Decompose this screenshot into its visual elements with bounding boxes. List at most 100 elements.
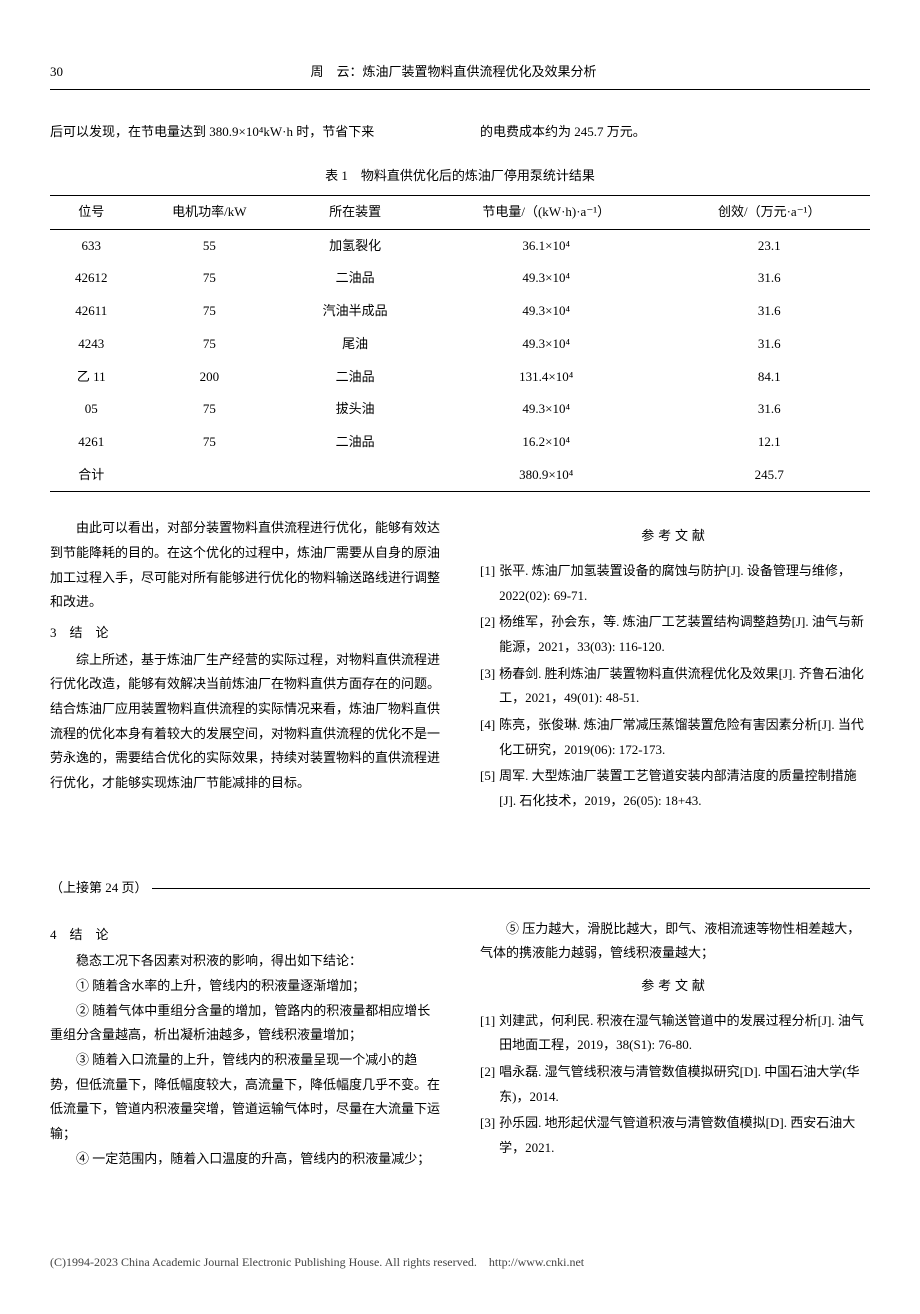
table-cell: 16.2×10⁴ (424, 426, 668, 459)
section4-num: 4 (50, 927, 57, 942)
reference-item: [2] 杨维军，孙会东，等. 炼油厂工艺装置结构调整趋势[J]. 油气与新能源，2… (480, 610, 870, 659)
reference-text: 杨春剑. 胜利炼油厂装置物料直供流程优化及效果[J]. 齐鲁石油化工，2021，… (499, 662, 870, 711)
article1-ref-title: 参考文献 (480, 524, 870, 549)
table1-caption: 表 1 物料直供优化后的炼油厂停用泵统计结果 (50, 164, 870, 189)
reference-item: [2] 唱永磊. 湿气管线积液与清管数值模拟研究[D]. 中国石油大学(华东)，2… (480, 1060, 870, 1109)
running-header: 30 周 云：炼油厂装置物料直供流程优化及效果分析 (50, 60, 870, 90)
table-cell: 42611 (50, 295, 132, 328)
intro-left: 后可以发现，在节电量达到 380.9×10⁴kW·h 时，节省下来 (50, 120, 440, 145)
table-cell: 拔头油 (286, 393, 424, 426)
table-cell: 75 (132, 393, 286, 426)
reference-item: [3]孙乐园. 地形起伏湿气管道积液与清管数值模拟[D]. 西安石油大学，202… (480, 1111, 870, 1160)
reference-num: [3] (480, 662, 495, 711)
section3-heading: 3 结 论 (50, 621, 440, 646)
reference-item: [4] 陈亮，张俊琳. 炼油厂常减压蒸馏装置危险有害因素分析[J]. 当代化工研究… (480, 713, 870, 762)
article1-left-col: 由此可以看出，对部分装置物料直供流程进行优化，能够有效达到节能降耗的目的。在这个… (50, 516, 440, 816)
article2-para-5: ④ 一定范围内，随着入口温度的升高，管线内的积液量减少； (50, 1147, 440, 1172)
table-cell: 31.6 (668, 262, 870, 295)
table-row: 乙 11200二油品131.4×10⁴84.1 (50, 361, 870, 394)
table1-col-1: 电机功率/kW (132, 196, 286, 230)
page-footer: (C)1994-2023 China Academic Journal Elec… (50, 1251, 870, 1274)
continuation-label: （上接第 24 页） (50, 876, 148, 901)
reference-num: [1] (480, 1009, 495, 1058)
table-cell: 36.1×10⁴ (424, 229, 668, 262)
reference-item: [1]张平. 炼油厂加氢装置设备的腐蚀与防护[J]. 设备管理与维修，2022(… (480, 559, 870, 608)
table-row: 63355加氢裂化36.1×10⁴23.1 (50, 229, 870, 262)
table-cell: 汽油半成品 (286, 295, 424, 328)
article1-right-col: 参考文献 [1]张平. 炼油厂加氢装置设备的腐蚀与防护[J]. 设备管理与维修，… (480, 516, 870, 816)
reference-text: 张平. 炼油厂加氢装置设备的腐蚀与防护[J]. 设备管理与维修，2022(02)… (499, 559, 870, 608)
table-cell: 49.3×10⁴ (424, 262, 668, 295)
section4-title: 结 论 (70, 927, 109, 942)
table-cell: 加氢裂化 (286, 229, 424, 262)
table1-col-2: 所在装置 (286, 196, 424, 230)
section4-heading: 4 结 论 (50, 923, 440, 948)
reference-text: 杨维军，孙会东，等. 炼油厂工艺装置结构调整趋势[J]. 油气与新能源，2021… (499, 610, 870, 659)
reference-item: [3] 杨春剑. 胜利炼油厂装置物料直供流程优化及效果[J]. 齐鲁石油化工，20… (480, 662, 870, 711)
reference-text: 刘建武，何利民. 积液在湿气输送管道中的发展过程分析[J]. 油气田地面工程，2… (499, 1009, 870, 1058)
footer-link[interactable]: http://www.cnki.net (489, 1255, 584, 1269)
table-cell: 二油品 (286, 361, 424, 394)
table-row: 424375尾油49.3×10⁴31.6 (50, 328, 870, 361)
article2-body: 4 结 论 稳态工况下各因素对积液的影响，得出如下结论： ① 随着含水率的上升，管… (50, 917, 870, 1172)
table-cell: 245.7 (668, 459, 870, 492)
table-cell: 31.6 (668, 295, 870, 328)
table-cell: 49.3×10⁴ (424, 393, 668, 426)
table-cell: 二油品 (286, 262, 424, 295)
section3-num: 3 (50, 625, 57, 640)
table1-col-3: 节电量/（(kW·h)·a⁻¹） (424, 196, 668, 230)
article2-ref-title: 参考文献 (480, 974, 870, 999)
article1-body: 由此可以看出，对部分装置物料直供流程进行优化，能够有效达到节能降耗的目的。在这个… (50, 516, 870, 816)
table-cell: 尾油 (286, 328, 424, 361)
table-row: 合计380.9×10⁴245.7 (50, 459, 870, 492)
reference-text: 周军. 大型炼油厂装置工艺管道安装内部清洁度的质量控制措施[J]. 石化技术，2… (499, 764, 870, 813)
table-cell: 42612 (50, 262, 132, 295)
table-cell: 31.6 (668, 328, 870, 361)
table-cell: 31.6 (668, 393, 870, 426)
article2-para-6: ⑤ 压力越大，滑脱比越大，即气、液相流速等物性相差越大，气体的携液能力越弱，管线… (480, 917, 870, 966)
reference-num: [2] (480, 1060, 495, 1109)
article2-para-1: 稳态工况下各因素对积液的影响，得出如下结论： (50, 949, 440, 974)
intro-right: 的电费成本约为 245.7 万元。 (480, 120, 870, 145)
section3-para-1: 综上所述，基于炼油厂生产经营的实际过程，对物料直供流程进行优化改造，能够有效解决… (50, 648, 440, 796)
page-number: 30 (50, 60, 63, 85)
table-cell (132, 459, 286, 492)
continuation-line (152, 888, 870, 889)
section3-title: 结 论 (70, 625, 109, 640)
table-cell: 633 (50, 229, 132, 262)
reference-text: 孙乐园. 地形起伏湿气管道积液与清管数值模拟[D]. 西安石油大学，2021. (499, 1111, 870, 1160)
reference-text: 陈亮，张俊琳. 炼油厂常减压蒸馏装置危险有害因素分析[J]. 当代化工研究，20… (499, 713, 870, 762)
table-cell: 二油品 (286, 426, 424, 459)
table-cell (286, 459, 424, 492)
table1-col-4: 创效/（万元·a⁻¹） (668, 196, 870, 230)
article2-para-2: ① 随着含水率的上升，管线内的积液量逐渐增加； (50, 974, 440, 999)
table-cell: 49.3×10⁴ (424, 328, 668, 361)
continuation-divider: （上接第 24 页） (50, 876, 870, 901)
article2-para-3: ② 随着气体中重组分含量的增加，管路内的积液量都相应增长重组分含量越高，析出凝析… (50, 999, 440, 1048)
table-row: 426175二油品16.2×10⁴12.1 (50, 426, 870, 459)
table-cell: 131.4×10⁴ (424, 361, 668, 394)
table-cell: 12.1 (668, 426, 870, 459)
table-cell: 05 (50, 393, 132, 426)
footer-copyright: (C)1994-2023 China Academic Journal Elec… (50, 1255, 477, 1269)
reference-num: [4] (480, 713, 495, 762)
article2-left-col: 4 结 论 稳态工况下各因素对积液的影响，得出如下结论： ① 随着含水率的上升，管… (50, 917, 440, 1172)
table-cell: 4243 (50, 328, 132, 361)
table-cell: 合计 (50, 459, 132, 492)
reference-item: [5] 周军. 大型炼油厂装置工艺管道安装内部清洁度的质量控制措施[J]. 石化技… (480, 764, 870, 813)
reference-item: [1] 刘建武，何利民. 积液在湿气输送管道中的发展过程分析[J]. 油气田地面工… (480, 1009, 870, 1058)
reference-text: 唱永磊. 湿气管线积液与清管数值模拟研究[D]. 中国石油大学(华东)，2014… (499, 1060, 870, 1109)
reference-num: [5] (480, 764, 495, 813)
table-cell: 55 (132, 229, 286, 262)
table-cell: 4261 (50, 426, 132, 459)
intro-text: 后可以发现，在节电量达到 380.9×10⁴kW·h 时，节省下来 的电费成本约… (50, 120, 870, 145)
table1-header-row: 位号 电机功率/kW 所在装置 节电量/（(kW·h)·a⁻¹） 创效/（万元·… (50, 196, 870, 230)
table-cell: 49.3×10⁴ (424, 295, 668, 328)
table-row: 0575拔头油49.3×10⁴31.6 (50, 393, 870, 426)
article2-right-col: ⑤ 压力越大，滑脱比越大，即气、液相流速等物性相差越大，气体的携液能力越弱，管线… (480, 917, 870, 1172)
table-cell: 75 (132, 328, 286, 361)
table-cell: 75 (132, 262, 286, 295)
table1: 位号 电机功率/kW 所在装置 节电量/（(kW·h)·a⁻¹） 创效/（万元·… (50, 195, 870, 492)
reference-num: [2] (480, 610, 495, 659)
table1-col-0: 位号 (50, 196, 132, 230)
